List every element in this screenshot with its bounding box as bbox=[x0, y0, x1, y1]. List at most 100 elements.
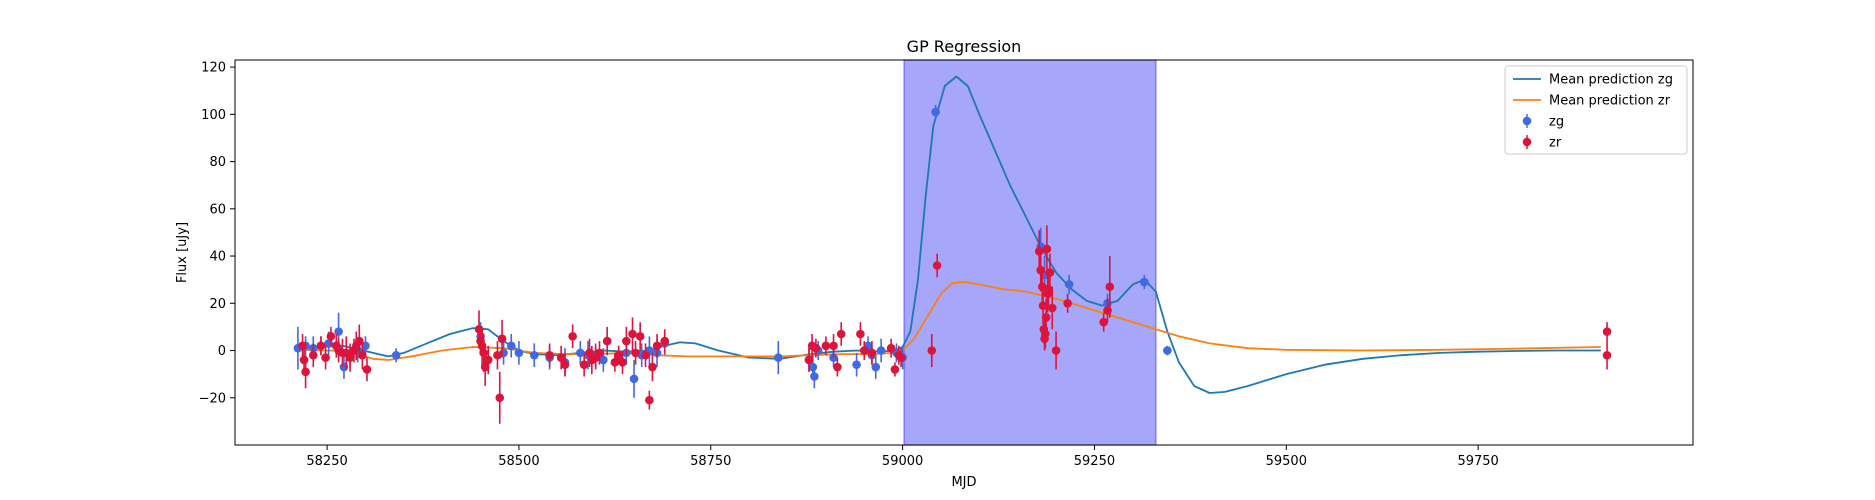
data-point bbox=[595, 348, 604, 358]
x-tick-label: 59000 bbox=[882, 454, 923, 469]
data-point bbox=[1036, 265, 1046, 275]
y-tick-label: 80 bbox=[209, 155, 226, 170]
data-point bbox=[810, 372, 819, 381]
data-point bbox=[896, 353, 906, 362]
legend-marker-swatch bbox=[1522, 116, 1532, 126]
data-point bbox=[568, 332, 577, 341]
x-tick-label: 58250 bbox=[306, 454, 347, 469]
data-point bbox=[1042, 244, 1052, 254]
data-point bbox=[635, 332, 645, 341]
data-point bbox=[614, 350, 623, 360]
x-axis-label: MJD bbox=[951, 475, 976, 490]
y-axis-label: Flux [uJy] bbox=[175, 222, 190, 283]
data-point bbox=[483, 355, 493, 365]
data-point bbox=[514, 348, 524, 358]
data-point bbox=[652, 341, 662, 351]
data-point bbox=[545, 350, 554, 360]
data-point bbox=[298, 341, 307, 351]
x-tick-label: 59500 bbox=[1266, 454, 1307, 469]
data-point bbox=[629, 374, 639, 384]
data-point bbox=[932, 261, 942, 270]
data-point bbox=[852, 360, 861, 369]
data-point bbox=[495, 393, 505, 403]
data-point bbox=[529, 350, 539, 360]
data-point bbox=[876, 346, 886, 355]
data-point bbox=[480, 362, 490, 372]
data-point bbox=[1063, 298, 1072, 308]
highlight-span-layer bbox=[903, 59, 1157, 446]
data-point bbox=[334, 327, 343, 336]
data-point bbox=[927, 346, 937, 355]
data-point bbox=[1034, 247, 1044, 256]
data-point bbox=[506, 341, 516, 351]
data-point bbox=[299, 355, 309, 365]
data-point bbox=[610, 358, 620, 367]
data-point bbox=[631, 348, 640, 358]
legend-box bbox=[1504, 65, 1688, 155]
data-point bbox=[1038, 301, 1048, 310]
data-point bbox=[628, 329, 637, 339]
data-point bbox=[1044, 284, 1053, 294]
data-point bbox=[1163, 346, 1172, 355]
y-tick-label: 0 bbox=[218, 344, 226, 359]
data-point bbox=[326, 332, 336, 341]
legend-marker-swatch bbox=[1522, 137, 1532, 147]
data-point bbox=[1047, 303, 1057, 313]
y-tick-label: 40 bbox=[209, 250, 226, 265]
chart-title: GP Regression bbox=[907, 37, 1022, 56]
data-point bbox=[867, 348, 877, 358]
data-point bbox=[362, 365, 372, 374]
legend: Mean prediction zg Mean prediction zr zg zr bbox=[1504, 65, 1688, 155]
highlight-span bbox=[903, 59, 1157, 446]
data-point bbox=[308, 350, 318, 360]
y-tick-label: 60 bbox=[209, 202, 226, 217]
data-point bbox=[821, 341, 831, 351]
data-point bbox=[579, 360, 589, 369]
data-points-layer bbox=[293, 104, 1612, 424]
y-tick-label: 120 bbox=[201, 61, 226, 76]
y-tick-label: −20 bbox=[199, 391, 226, 406]
x-axis: 58250 58500 58750 59000 59250 59500 59750 bbox=[306, 445, 1499, 469]
legend-label: zr bbox=[1549, 136, 1562, 151]
data-point bbox=[479, 348, 488, 358]
data-point bbox=[931, 107, 940, 117]
plot-area-frame bbox=[234, 59, 1694, 446]
data-point bbox=[886, 343, 896, 353]
data-point bbox=[576, 348, 585, 358]
data-point bbox=[859, 346, 869, 355]
data-point bbox=[1602, 350, 1612, 360]
data-point bbox=[1602, 327, 1612, 336]
series-zr bbox=[298, 225, 1612, 424]
data-point bbox=[493, 350, 502, 360]
data-point bbox=[622, 336, 631, 346]
data-point bbox=[497, 334, 507, 344]
data-point bbox=[618, 358, 627, 367]
data-point bbox=[856, 329, 865, 339]
x-tick-label: 58750 bbox=[690, 454, 731, 469]
data-point bbox=[391, 350, 401, 360]
data-point bbox=[556, 353, 566, 362]
data-point bbox=[1105, 282, 1115, 292]
data-point bbox=[316, 341, 326, 351]
y-axis: −20 0 20 40 60 80 100 120 bbox=[199, 61, 235, 406]
data-point bbox=[773, 353, 783, 362]
data-point bbox=[560, 360, 570, 369]
data-point bbox=[829, 341, 838, 351]
legend-label: Mean prediction zr bbox=[1549, 94, 1671, 109]
data-point bbox=[833, 362, 842, 372]
y-tick-label: 20 bbox=[209, 297, 226, 312]
data-point bbox=[1045, 268, 1055, 277]
y-tick-label: 100 bbox=[201, 108, 226, 123]
data-point bbox=[1099, 317, 1108, 327]
data-point bbox=[599, 355, 608, 365]
x-tick-label: 58500 bbox=[498, 454, 539, 469]
data-point bbox=[804, 355, 814, 365]
data-point bbox=[361, 341, 370, 351]
x-tick-label: 59750 bbox=[1457, 454, 1498, 469]
data-point bbox=[660, 336, 670, 346]
data-point bbox=[355, 336, 364, 346]
data-point bbox=[811, 343, 821, 353]
legend-label: Mean prediction zg bbox=[1549, 73, 1673, 88]
data-point bbox=[345, 353, 355, 362]
